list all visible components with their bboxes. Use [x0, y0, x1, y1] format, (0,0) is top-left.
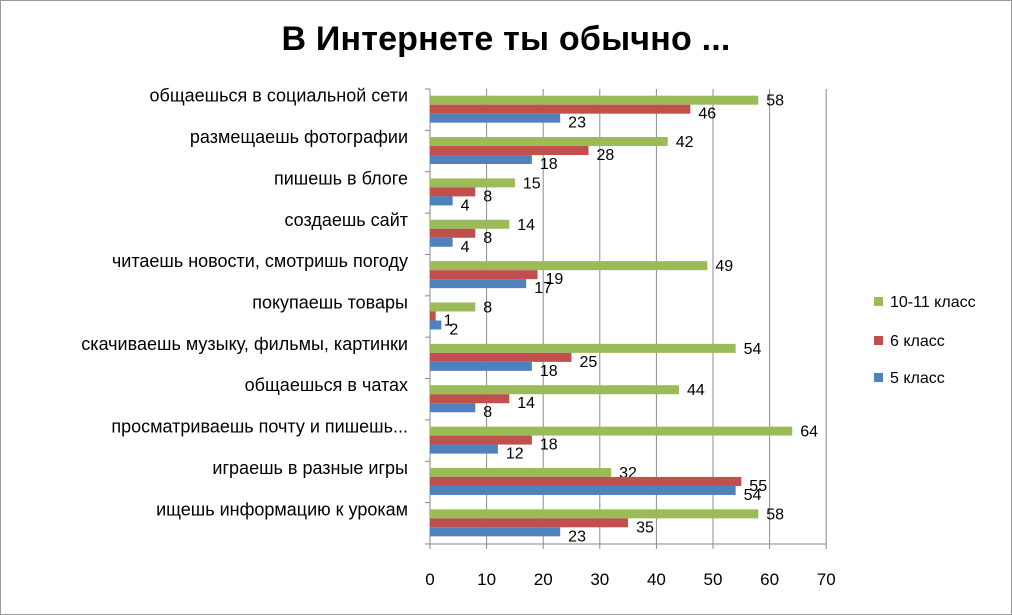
category-label: размещаешь фотографии — [190, 127, 408, 147]
bar — [430, 261, 708, 271]
data-label: 58 — [766, 93, 784, 110]
bar — [430, 196, 453, 206]
bar — [430, 403, 476, 413]
bar — [430, 302, 476, 312]
data-label: 1 — [444, 313, 453, 330]
x-tick-label: 70 — [817, 570, 836, 589]
bar — [430, 228, 476, 238]
data-label: 49 — [715, 258, 733, 275]
data-label: 42 — [676, 134, 694, 151]
category-label: просматриваешь почту и пишешь... — [111, 417, 408, 437]
data-label: 8 — [483, 230, 492, 247]
data-label: 18 — [540, 156, 558, 173]
bar — [430, 476, 742, 486]
bar — [430, 146, 589, 156]
bar — [430, 527, 561, 537]
data-label: 4 — [461, 239, 470, 256]
data-label: 8 — [483, 300, 492, 317]
bar — [430, 279, 527, 289]
bar — [430, 237, 453, 247]
category-label: общаешься в чатах — [245, 375, 408, 395]
bar — [430, 95, 759, 105]
bar — [430, 178, 515, 188]
x-tick-label: 60 — [760, 570, 779, 589]
data-label: 14 — [517, 217, 535, 234]
data-label: 25 — [580, 354, 598, 371]
bar — [430, 435, 532, 445]
x-tick-label: 40 — [647, 570, 666, 589]
bar — [430, 270, 538, 280]
category-label: ищешь информацию к урокам — [156, 499, 408, 519]
data-label: 58 — [766, 506, 784, 523]
category-label: скачиваешь музыку, фильмы, картинки — [81, 334, 408, 354]
category-label: читаешь новости, смотришь погоду — [112, 251, 408, 271]
bar — [430, 509, 759, 519]
bar — [430, 352, 572, 362]
legend-label: 6 класс — [890, 333, 945, 350]
data-label: 17 — [534, 280, 552, 297]
bar — [430, 187, 476, 197]
data-label: 54 — [744, 341, 762, 358]
category-label: покупаешь товары — [252, 293, 408, 313]
bar — [430, 137, 668, 147]
legend-swatch — [874, 297, 883, 306]
x-tick-label: 0 — [425, 570, 434, 589]
data-label: 44 — [687, 382, 705, 399]
bar — [430, 444, 498, 454]
data-label: 28 — [596, 147, 614, 164]
data-label: 23 — [568, 115, 586, 132]
category-label: играешь в разные игры — [212, 458, 408, 478]
data-label: 4 — [461, 197, 470, 214]
category-label: общаешься в социальной сети — [150, 86, 408, 106]
bar — [430, 385, 680, 395]
bar — [430, 467, 612, 477]
data-label: 15 — [523, 175, 541, 192]
data-label: 23 — [568, 528, 586, 545]
data-label: 14 — [517, 395, 535, 412]
bar — [430, 426, 793, 436]
legend-label: 5 класс — [890, 370, 945, 387]
legend-swatch — [874, 336, 883, 345]
bar — [430, 518, 629, 528]
data-label: 18 — [540, 437, 558, 454]
data-label: 54 — [744, 487, 762, 504]
bar — [430, 104, 691, 114]
bar — [430, 311, 436, 321]
category-label: создаешь сайт — [284, 210, 408, 230]
bar — [430, 113, 561, 123]
category-label: пишешь в блоге — [274, 168, 408, 188]
x-tick-label: 10 — [477, 570, 496, 589]
bar — [430, 485, 736, 495]
data-label: 2 — [449, 322, 458, 339]
data-label: 35 — [636, 519, 654, 536]
data-label: 12 — [506, 446, 524, 463]
data-label: 8 — [483, 188, 492, 205]
x-tick-label: 20 — [534, 570, 553, 589]
bar — [430, 219, 510, 229]
bar — [430, 394, 510, 404]
data-label: 64 — [800, 424, 818, 441]
data-label: 55 — [749, 478, 767, 495]
data-label: 18 — [540, 363, 558, 380]
bar — [430, 155, 532, 165]
x-tick-label: 30 — [590, 570, 609, 589]
chart-title: В Интернете ты обычно ... — [281, 20, 731, 58]
bar — [430, 320, 442, 330]
data-label: 46 — [698, 106, 716, 123]
bar — [430, 343, 736, 353]
legend-label: 10-11 класс — [890, 294, 976, 311]
data-label: 19 — [546, 271, 564, 288]
bar — [430, 361, 532, 371]
x-tick-label: 50 — [704, 570, 723, 589]
data-label: 8 — [483, 404, 492, 421]
legend-swatch — [874, 373, 883, 382]
